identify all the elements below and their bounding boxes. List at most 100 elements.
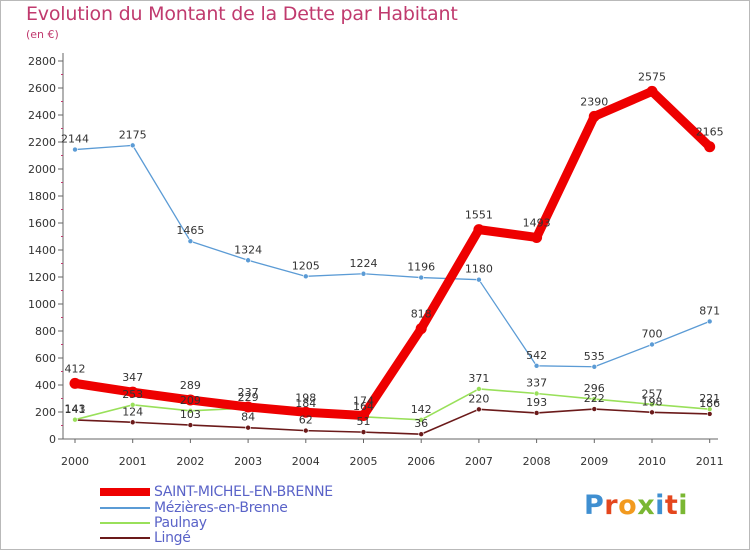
data-point [418,431,425,437]
data-label: 289 [180,379,201,392]
data-point [704,141,716,153]
y-tick-label: 0 [49,433,56,446]
legend-label: Mézières-en-Brenne [154,500,288,516]
data-point [591,406,598,412]
data-label: 164 [353,400,374,413]
y-tick-label: 1000 [28,298,56,311]
data-point [127,386,139,398]
data-point [302,427,309,434]
data-label: 700 [642,328,663,341]
data-label: 221 [699,392,720,405]
series-2 [72,386,713,423]
series-line [70,86,715,421]
data-point [476,406,482,413]
y-tick-label: 2600 [28,82,56,95]
data-label: 1180 [465,263,493,276]
y-tick-label: 1600 [28,217,56,230]
data-point [245,257,251,264]
data-point [187,238,194,245]
data-point [418,274,425,281]
data-label: 141 [65,403,86,416]
legend-swatch [100,522,150,524]
chart-subtitle: (en €) [26,28,59,41]
data-label: 1205 [292,259,320,272]
data-point [129,142,136,149]
y-tick-label: 2200 [28,136,56,149]
data-point [245,424,251,431]
data-label: 220 [468,392,489,405]
data-label: 535 [584,350,605,363]
data-point [588,110,600,122]
series-3 [72,406,713,437]
data-label: 2575 [638,70,666,83]
data-label: 1493 [523,216,551,229]
data-point [72,146,78,153]
axes: 0 200 400 600 800 1000 1200 1400 1600 1800 2000 220… [28,53,724,468]
data-label: 124 [122,405,143,418]
data-label: 296 [584,382,605,395]
data-label: 542 [526,349,547,362]
x-tick-label: 2009 [580,455,608,468]
data-point [187,407,194,414]
data-label: 2144 [61,133,89,146]
chart-title: Evolution du Montant de la Dette par Hab… [26,3,458,25]
y-tick-label: 1800 [28,190,56,203]
data-point [533,410,540,416]
data-label: 84 [241,411,255,424]
series-line [74,144,711,368]
data-point [242,401,254,413]
y-tick-label: 800 [35,325,56,338]
data-point [533,363,540,369]
series-0 [69,85,716,422]
data-point [415,323,427,335]
data-point [591,396,598,402]
y-tick-label: 2800 [28,55,56,68]
data-point [646,85,658,97]
data-label: 209 [180,394,201,407]
data-point [706,411,713,417]
data-point [129,419,136,426]
data-point [418,417,425,423]
logo-letter: i [678,490,689,521]
data-label: 871 [699,304,720,317]
data-label: 36 [414,417,428,430]
x-tick-label: 2002 [176,455,204,468]
data-point [476,386,482,392]
legend-label: Lingé [154,530,191,546]
data-point [533,390,540,397]
series-line [74,408,711,435]
y-tick-label: 600 [35,352,56,365]
x-tick-label: 2001 [119,455,147,468]
data-point [129,402,136,408]
data-point [706,318,713,325]
data-label: 229 [238,391,259,404]
x-tick-label: 2000 [61,455,89,468]
x-tick-label: 2003 [234,455,262,468]
data-label: 347 [122,371,143,384]
data-point [591,363,598,370]
x-tick-label: 2011 [696,455,724,468]
data-label: 371 [468,372,489,385]
series-line [74,388,711,421]
y-tick-label: 2400 [28,109,56,122]
data-point [649,409,655,416]
proxiti-logo: Proxiti [584,490,688,521]
x-tick-label: 2010 [638,455,666,468]
data-label: 818 [411,308,432,321]
data-label: 222 [584,392,605,405]
data-label: 253 [122,388,143,401]
data-point [184,394,196,406]
data-point [300,406,312,418]
data-point [476,276,482,283]
data-point [473,224,485,236]
data-point [360,270,367,277]
data-label: 198 [642,395,663,408]
data-label: 337 [526,377,547,390]
y-tick-label: 400 [35,379,56,392]
logo-letter: P [584,490,605,521]
logo-letter: i [655,490,665,521]
data-label: 1324 [234,243,262,256]
logo-letter: o [618,490,638,521]
data-label: 174 [353,395,374,408]
data-label: 1465 [176,224,204,237]
